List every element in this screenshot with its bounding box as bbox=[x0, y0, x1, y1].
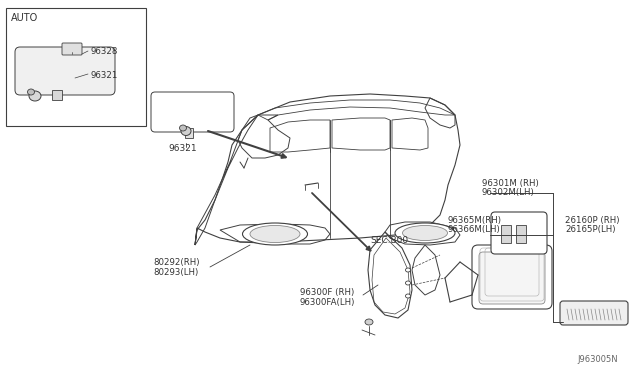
FancyBboxPatch shape bbox=[151, 92, 234, 132]
Ellipse shape bbox=[179, 125, 186, 131]
Bar bbox=[516, 225, 526, 243]
Bar bbox=[501, 225, 511, 243]
Text: 96328: 96328 bbox=[90, 46, 117, 55]
FancyBboxPatch shape bbox=[62, 43, 82, 55]
Polygon shape bbox=[185, 128, 193, 138]
FancyBboxPatch shape bbox=[479, 252, 545, 304]
Ellipse shape bbox=[250, 225, 300, 243]
FancyBboxPatch shape bbox=[560, 301, 628, 325]
Text: 96302M(LH): 96302M(LH) bbox=[482, 187, 535, 196]
Text: 96366M(LH): 96366M(LH) bbox=[448, 224, 500, 234]
Ellipse shape bbox=[181, 126, 191, 135]
FancyBboxPatch shape bbox=[15, 47, 115, 95]
Ellipse shape bbox=[29, 91, 41, 101]
Text: AUTO: AUTO bbox=[11, 13, 38, 23]
Text: 96321: 96321 bbox=[90, 71, 117, 80]
Ellipse shape bbox=[406, 294, 410, 298]
Text: 96365M(RH): 96365M(RH) bbox=[448, 215, 502, 224]
FancyBboxPatch shape bbox=[472, 245, 552, 309]
Ellipse shape bbox=[403, 225, 447, 241]
Text: 80292(RH): 80292(RH) bbox=[153, 259, 200, 267]
Text: J963005N: J963005N bbox=[577, 356, 618, 365]
Ellipse shape bbox=[406, 281, 410, 285]
Ellipse shape bbox=[243, 223, 307, 245]
Bar bbox=[6, 8, 146, 126]
Ellipse shape bbox=[28, 89, 35, 95]
Text: 26165P(LH): 26165P(LH) bbox=[565, 224, 616, 234]
Text: 96301M (RH): 96301M (RH) bbox=[482, 179, 539, 187]
Text: 80293(LH): 80293(LH) bbox=[153, 267, 198, 276]
Ellipse shape bbox=[406, 268, 410, 272]
Text: 96300FA(LH): 96300FA(LH) bbox=[300, 298, 355, 307]
Polygon shape bbox=[52, 90, 62, 100]
Ellipse shape bbox=[365, 319, 373, 325]
Text: 26160P (RH): 26160P (RH) bbox=[565, 215, 620, 224]
Text: 96300F (RH): 96300F (RH) bbox=[300, 289, 355, 298]
FancyBboxPatch shape bbox=[491, 212, 547, 254]
Text: SEC.B00: SEC.B00 bbox=[370, 235, 408, 244]
Text: 96321: 96321 bbox=[169, 144, 197, 153]
Ellipse shape bbox=[395, 223, 455, 243]
